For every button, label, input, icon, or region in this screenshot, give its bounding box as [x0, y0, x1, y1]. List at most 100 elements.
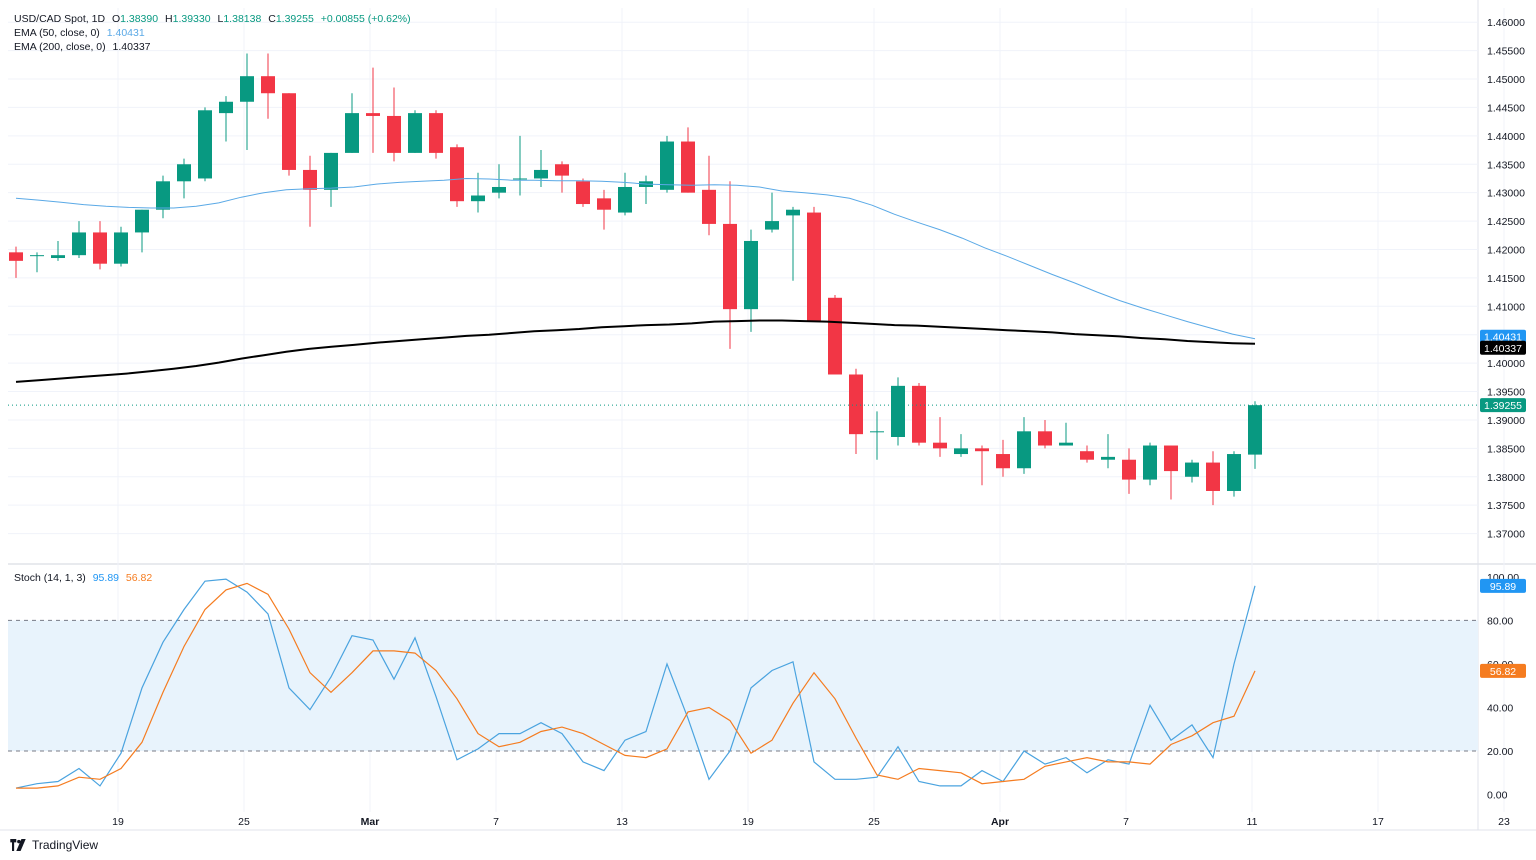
ema200-label: EMA (200, close, 0) [14, 41, 106, 53]
last-price-tag-bg [1480, 398, 1526, 413]
candle-body [324, 152, 338, 190]
candle[interactable] [72, 221, 86, 259]
candle[interactable] [597, 189, 611, 230]
stoch-k-line[interactable] [15, 578, 1256, 789]
candle-body [471, 195, 485, 202]
candle-body [387, 115, 401, 153]
ema50-legend[interactable]: EMA (50, close, 0) 1.40431 [14, 26, 145, 40]
low-value: 1.38138 [223, 13, 262, 25]
candle[interactable] [933, 417, 947, 457]
candle[interactable] [618, 172, 632, 216]
ema50-line[interactable] [15, 177, 1256, 340]
candle[interactable] [1248, 401, 1262, 469]
open-label: O [111, 13, 121, 25]
candle[interactable] [261, 53, 275, 119]
candle[interactable] [954, 434, 968, 457]
candle[interactable] [660, 135, 674, 193]
candle[interactable] [912, 383, 926, 446]
stoch-tick-label: 20.00 [1487, 746, 1513, 758]
candle-body [765, 221, 779, 230]
candle[interactable] [1206, 451, 1220, 506]
candle[interactable] [1122, 448, 1136, 494]
candles[interactable] [9, 53, 1262, 506]
candle[interactable] [849, 368, 863, 455]
candle-body [891, 385, 905, 437]
time-tick-label: 17 [1372, 816, 1384, 828]
price-tick-label: 1.41500 [1487, 273, 1525, 285]
time-tick-label: 7 [1123, 816, 1129, 828]
candle[interactable] [1101, 434, 1115, 469]
candle[interactable] [93, 221, 107, 270]
candle-body [1017, 431, 1031, 469]
candle[interactable] [450, 144, 464, 207]
ema200-legend[interactable]: EMA (200, close, 0) 1.40337 [14, 40, 151, 54]
candle-body [408, 113, 422, 153]
candle[interactable] [702, 155, 716, 236]
candle[interactable] [891, 377, 905, 446]
candle[interactable] [513, 135, 527, 196]
candle[interactable] [555, 161, 569, 193]
ema50-label: EMA (50, close, 0) [14, 27, 100, 39]
candle[interactable] [429, 110, 443, 159]
candle[interactable] [177, 158, 191, 199]
candle[interactable] [51, 240, 65, 261]
candle[interactable] [870, 411, 884, 460]
stoch-d-line[interactable] [16, 582, 1256, 789]
candle[interactable] [135, 209, 149, 253]
candle[interactable] [303, 155, 317, 227]
ema200-line[interactable] [15, 319, 1256, 383]
candle[interactable] [1059, 422, 1073, 446]
overbought-oversold-band [8, 620, 1478, 752]
open-value: 1.38390 [120, 13, 159, 25]
candle[interactable] [681, 127, 695, 193]
candle[interactable] [1164, 445, 1178, 500]
candle[interactable] [240, 53, 254, 151]
candle[interactable] [996, 439, 1010, 477]
candle[interactable] [975, 445, 989, 486]
candle[interactable] [1038, 419, 1052, 449]
stoch-k-tag: 95.89 [1480, 578, 1526, 593]
candle[interactable] [828, 294, 842, 375]
candle[interactable] [198, 107, 212, 182]
candle[interactable] [1227, 451, 1241, 497]
candle[interactable] [9, 246, 23, 278]
ema50-price-tag-text: 1.40431 [1484, 332, 1522, 344]
candle[interactable] [114, 226, 128, 267]
candle[interactable] [408, 110, 422, 153]
candle-body [282, 93, 296, 170]
candle[interactable] [744, 229, 758, 332]
candle[interactable] [1185, 459, 1199, 483]
candle[interactable] [723, 181, 737, 349]
candle-body [240, 76, 254, 102]
candle[interactable] [1017, 417, 1031, 474]
candle[interactable] [765, 192, 779, 233]
time-axis[interactable]: 1925Mar7131925Apr7111723May71115 [112, 816, 1536, 828]
candle[interactable] [1143, 442, 1157, 486]
candle[interactable] [492, 164, 506, 199]
candle[interactable] [576, 178, 590, 207]
candle[interactable] [639, 175, 653, 205]
candle[interactable] [534, 150, 548, 187]
stoch-legend[interactable]: Stoch (14, 1, 3) 95.89 56.82 [14, 571, 152, 585]
candle-body [1185, 462, 1199, 477]
candle[interactable] [1080, 445, 1094, 463]
candle[interactable] [324, 152, 338, 207]
brand-footer[interactable]: TradingView [8, 838, 98, 852]
symbol-title[interactable]: USD/CAD Spot, 1D [14, 13, 106, 25]
candle[interactable] [30, 252, 44, 273]
candle[interactable] [345, 93, 359, 153]
price-tick-label: 1.44500 [1487, 102, 1525, 114]
candle[interactable] [471, 172, 485, 213]
candle[interactable] [282, 93, 296, 176]
candle[interactable] [156, 175, 170, 219]
candle-body [870, 431, 884, 433]
candle[interactable] [366, 67, 380, 153]
candle-body [72, 232, 86, 256]
price-tick-label: 1.37000 [1487, 529, 1525, 541]
price-tick-label: 1.37500 [1487, 500, 1525, 512]
candle[interactable] [387, 87, 401, 162]
candle[interactable] [786, 206, 800, 281]
candle[interactable] [807, 206, 821, 321]
candle[interactable] [219, 96, 233, 142]
